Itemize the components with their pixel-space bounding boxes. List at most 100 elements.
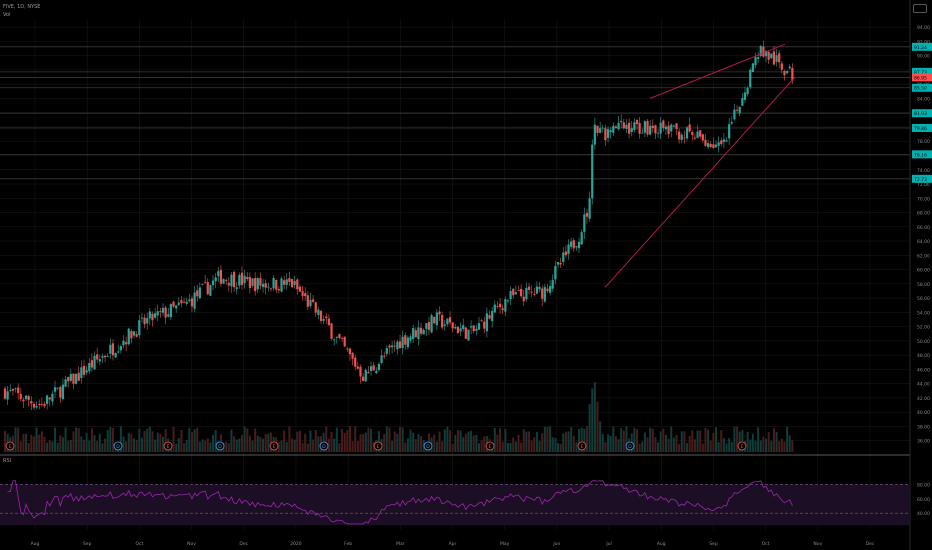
candle <box>385 348 388 354</box>
y-tick-label: 72.00 <box>917 182 930 188</box>
candle <box>630 128 633 132</box>
candle <box>75 373 78 384</box>
candle <box>738 106 741 114</box>
candle <box>601 127 604 129</box>
candle <box>72 373 75 384</box>
candle <box>180 300 183 304</box>
candle <box>53 387 57 392</box>
volume-bar <box>343 432 346 452</box>
candle <box>506 300 510 302</box>
volume-bar <box>517 434 520 452</box>
volume-bar <box>259 437 262 452</box>
volume-bar <box>791 440 794 452</box>
candle <box>646 120 649 135</box>
volume-bar <box>227 443 230 452</box>
volume-bar <box>156 432 159 452</box>
rsi-tick-label: 40.00 <box>917 511 930 517</box>
volume-bar <box>251 440 254 452</box>
candle <box>314 302 317 313</box>
volume-bar <box>514 441 517 452</box>
volume-bar <box>530 440 533 452</box>
volume-bar <box>712 432 715 452</box>
candle <box>683 137 686 139</box>
candle <box>754 57 757 66</box>
volume-bar <box>757 427 760 452</box>
candle <box>554 265 557 280</box>
volume-bar <box>564 431 567 452</box>
volume-bar <box>435 441 438 452</box>
volume-bar <box>204 440 207 452</box>
volume-bar <box>304 433 307 452</box>
candle <box>327 318 330 326</box>
symbol-line[interactable]: FIVE, 1D, NYSE <box>3 4 41 10</box>
candle <box>419 327 423 334</box>
candle <box>622 122 625 129</box>
volume-bar <box>122 436 125 452</box>
volume-bar <box>206 438 209 452</box>
candle <box>707 143 710 148</box>
volume-bar <box>38 434 41 452</box>
volume-bar <box>377 431 380 452</box>
candle <box>743 92 747 100</box>
volume-bar <box>256 435 259 452</box>
candle <box>111 343 115 356</box>
event-marker-label: D <box>218 444 222 450</box>
candle <box>441 315 444 328</box>
volume-bar <box>243 426 246 452</box>
volume-bar <box>214 430 217 452</box>
candle <box>9 390 12 391</box>
y-tick-label: 56.00 <box>917 296 930 302</box>
volume-bar <box>493 427 496 452</box>
volume-bar <box>404 442 407 452</box>
candle <box>304 293 307 297</box>
volume-bar <box>646 437 649 452</box>
y-tick-label: 74.00 <box>917 168 930 174</box>
rsi-line <box>7 480 793 525</box>
volume-bar <box>372 441 375 452</box>
event-marker-label: E <box>377 444 380 450</box>
candle <box>138 320 141 336</box>
y-tick-label: 70.00 <box>917 196 930 202</box>
candle <box>32 403 36 408</box>
candle <box>175 305 178 309</box>
candle <box>156 311 159 316</box>
volume-bar <box>359 434 362 452</box>
volume-bar <box>27 443 30 452</box>
volume-bar <box>330 432 333 452</box>
trendline-upper <box>649 43 786 99</box>
candle <box>51 393 54 402</box>
candle <box>533 293 536 295</box>
candle <box>691 131 694 135</box>
volume-bar <box>25 433 28 452</box>
candle <box>498 303 502 308</box>
volume-bar <box>459 430 462 452</box>
candle <box>351 352 354 359</box>
candle <box>733 109 736 120</box>
volume-bar <box>30 434 33 452</box>
volume-bar <box>180 430 183 452</box>
candle <box>372 365 375 371</box>
candle <box>422 329 425 335</box>
candle <box>122 340 125 346</box>
candle <box>704 139 707 146</box>
volume-bar <box>783 441 786 452</box>
candle <box>233 271 236 288</box>
candle <box>678 131 681 140</box>
volume-bar <box>593 382 596 452</box>
volume-bar <box>607 434 610 452</box>
event-marker-label: E <box>167 444 170 450</box>
candle <box>396 341 399 350</box>
candle <box>280 278 283 292</box>
candle <box>225 279 228 281</box>
candle <box>759 45 762 57</box>
candle <box>746 87 749 95</box>
candle <box>412 328 415 339</box>
x-tick-label: Oct <box>135 541 143 547</box>
candle <box>96 354 99 360</box>
settings-icon[interactable] <box>913 4 927 13</box>
dividend-marker <box>215 441 225 451</box>
candle <box>246 276 249 280</box>
volume-bar <box>233 436 236 452</box>
candle <box>259 277 262 286</box>
